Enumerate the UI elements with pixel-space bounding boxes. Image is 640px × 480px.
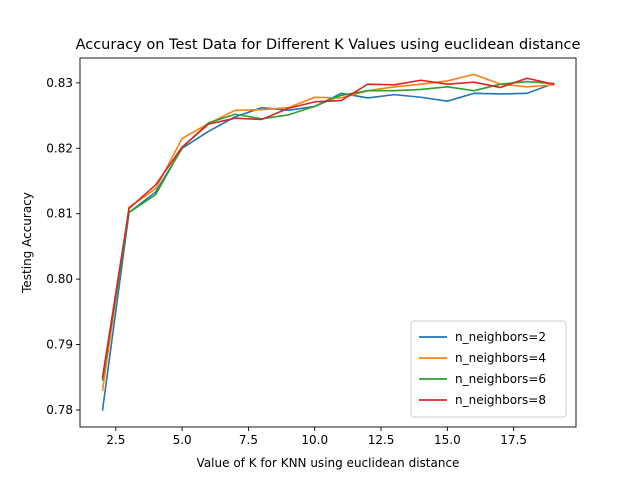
- x-tick-label: 7.5: [239, 433, 258, 447]
- y-axis-label: Testing Accuracy: [20, 192, 34, 294]
- y-tick-label: 0.80: [46, 272, 73, 286]
- y-tick-label: 0.78: [46, 403, 73, 417]
- legend: n_neighbors=2 n_neighbors=4 n_neighbors=6n…: [410, 320, 567, 418]
- y-tick-label: 0.79: [46, 338, 73, 352]
- legend-label: n_neighbors=4: [455, 351, 546, 365]
- plot-area: [79, 57, 577, 428]
- chart-title: Accuracy on Test Data for Different K Va…: [76, 37, 581, 53]
- y-tick-label: 0.81: [46, 207, 73, 221]
- x-tick-label: 2.5: [106, 433, 125, 447]
- series-line-4: [101, 77, 555, 379]
- x-tick-label: 5.0: [173, 433, 192, 447]
- y-tick-label: 0.82: [46, 141, 73, 155]
- series-line-2: [101, 73, 555, 392]
- y-axis: 0.78 0.79 0.80 0.81 0.82 0.83: [46, 76, 80, 417]
- x-axis-label: Value of K for KNN using euclidean dista…: [197, 456, 460, 470]
- legend-label: n_neighbors=6: [455, 372, 546, 386]
- y-tick-label: 0.83: [46, 76, 73, 90]
- legend-label: n_neighbors=8: [455, 393, 546, 407]
- x-tick-label: 10.0: [301, 433, 328, 447]
- axes-frame: [79, 57, 577, 428]
- legend-box: [410, 320, 567, 418]
- x-tick-label: 12.5: [368, 433, 395, 447]
- x-axis: 2.5 5.0 7.5 10.0 12.5 15.0 17.5: [106, 427, 527, 447]
- legend-label: n_neighbors=2: [455, 330, 546, 344]
- x-tick-label: 17.5: [500, 433, 527, 447]
- x-tick-label: 15.0: [434, 433, 461, 447]
